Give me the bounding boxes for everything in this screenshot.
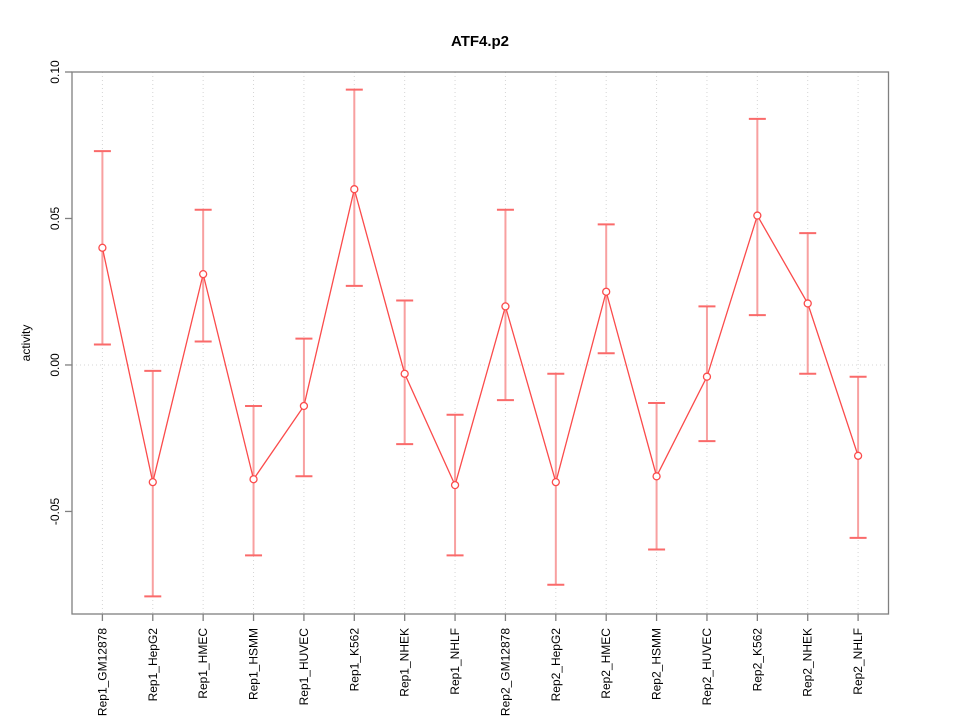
plot-box: [71, 71, 890, 615]
y-tick-label: 0.10: [48, 60, 62, 84]
x-tick-label: Rep2_K562: [750, 628, 764, 692]
x-tick-label: Rep1_HSMM: [247, 628, 261, 700]
x-tick-label: Rep1_NHEK: [398, 628, 412, 697]
x-tick-label: Rep1_K562: [347, 628, 361, 692]
y-tick-label: 0.05: [48, 206, 62, 230]
data-point-marker: [450, 480, 460, 490]
x-tick-label: Rep2_HUVEC: [700, 628, 714, 706]
series-line: [101, 189, 859, 487]
data-point-marker: [702, 372, 712, 381]
x-tick-label: Rep2_HepG2: [549, 628, 563, 702]
data-point-marker: [199, 270, 208, 279]
data-point-marker: [400, 369, 409, 378]
data-point-marker: [652, 472, 661, 481]
data-point-marker: [753, 211, 762, 220]
plot-area: Rep1_GM12878 Rep1_HepG2 Rep1_HMEC Rep1_HSMM…: [48, 60, 890, 716]
y-tick-label: -0.05: [48, 497, 62, 525]
data-point-marker: [98, 243, 107, 252]
data-point-marker: [853, 451, 863, 460]
chart-title: ATF4.p2: [451, 33, 509, 50]
x-tick-label: Rep2_NHLF: [851, 628, 865, 695]
y-tick-label: 0.00: [48, 353, 62, 377]
data-point-marker: [350, 185, 359, 194]
x-tick-label: Rep1_GM12878: [95, 628, 109, 716]
x-tick-label: Rep1_NHLF: [448, 628, 462, 695]
data-point-marker: [551, 478, 560, 487]
data-point-marker: [501, 302, 510, 311]
x-tick-label: Rep1_HMEC: [196, 628, 210, 699]
x-tick-label: Rep1_HUVEC: [297, 628, 311, 706]
data-point-marker: [299, 401, 309, 411]
x-tick-label: Rep1_HepG2: [146, 628, 160, 702]
y-axis-title: activity: [19, 325, 33, 362]
x-tick-label: Rep2_HSMM: [650, 628, 664, 700]
x-tick-label: Rep2_GM12878: [498, 628, 512, 716]
data-point-marker: [803, 299, 812, 308]
data-point-marker: [148, 478, 157, 487]
data-point-marker: [249, 475, 258, 484]
data-point-marker: [602, 287, 611, 296]
x-tick-label: Rep2_HMEC: [599, 628, 613, 699]
x-tick-label: Rep2_NHEK: [801, 628, 815, 697]
